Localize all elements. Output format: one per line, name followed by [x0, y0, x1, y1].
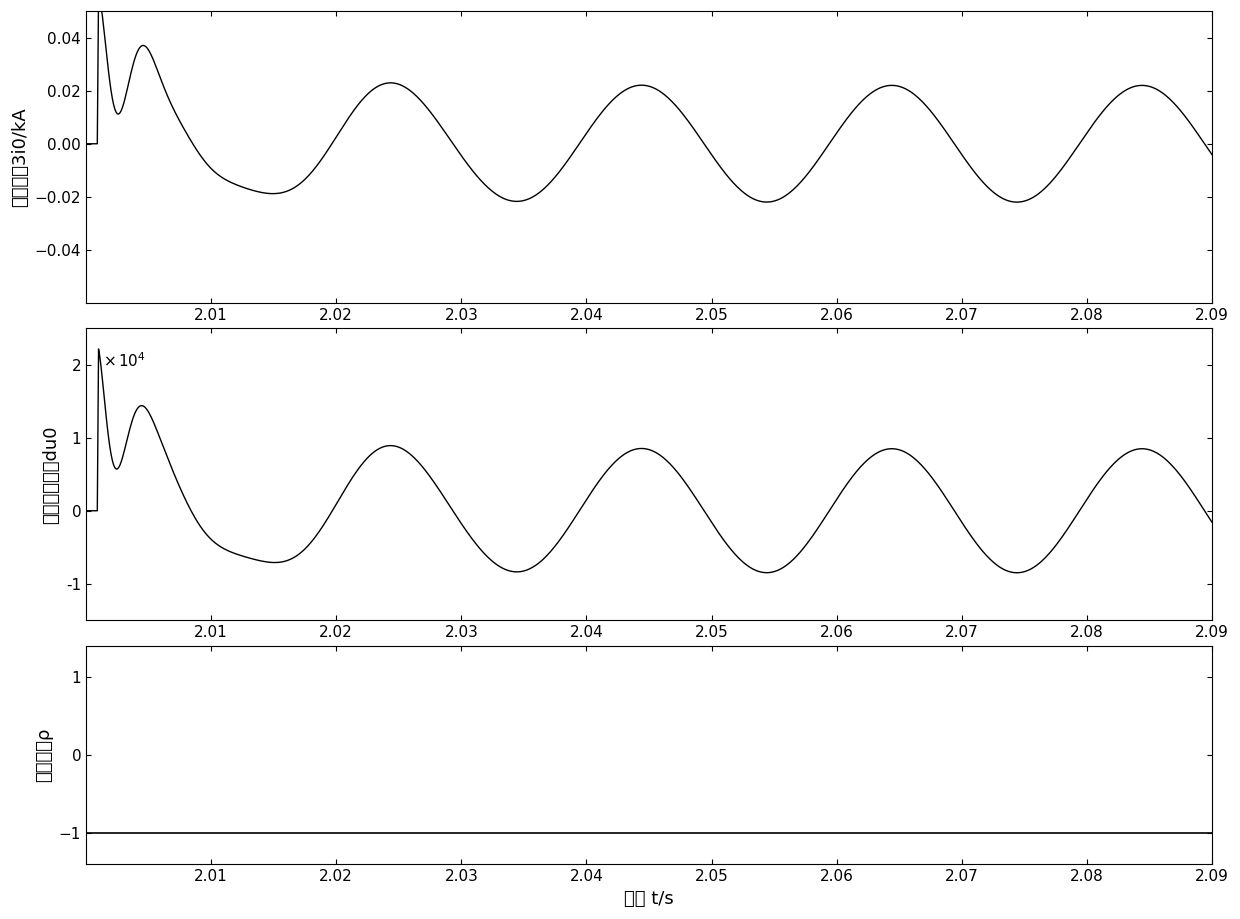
Y-axis label: 相关系数ρ: 相关系数ρ [35, 728, 53, 782]
Y-axis label: 零序电浔3i0/kA: 零序电浔3i0/kA [11, 108, 29, 207]
X-axis label: 时间 t/s: 时间 t/s [624, 890, 673, 908]
Text: $\times\,10^4$: $\times\,10^4$ [103, 352, 146, 370]
Y-axis label: 零序电压导数du0: 零序电压导数du0 [42, 425, 61, 524]
